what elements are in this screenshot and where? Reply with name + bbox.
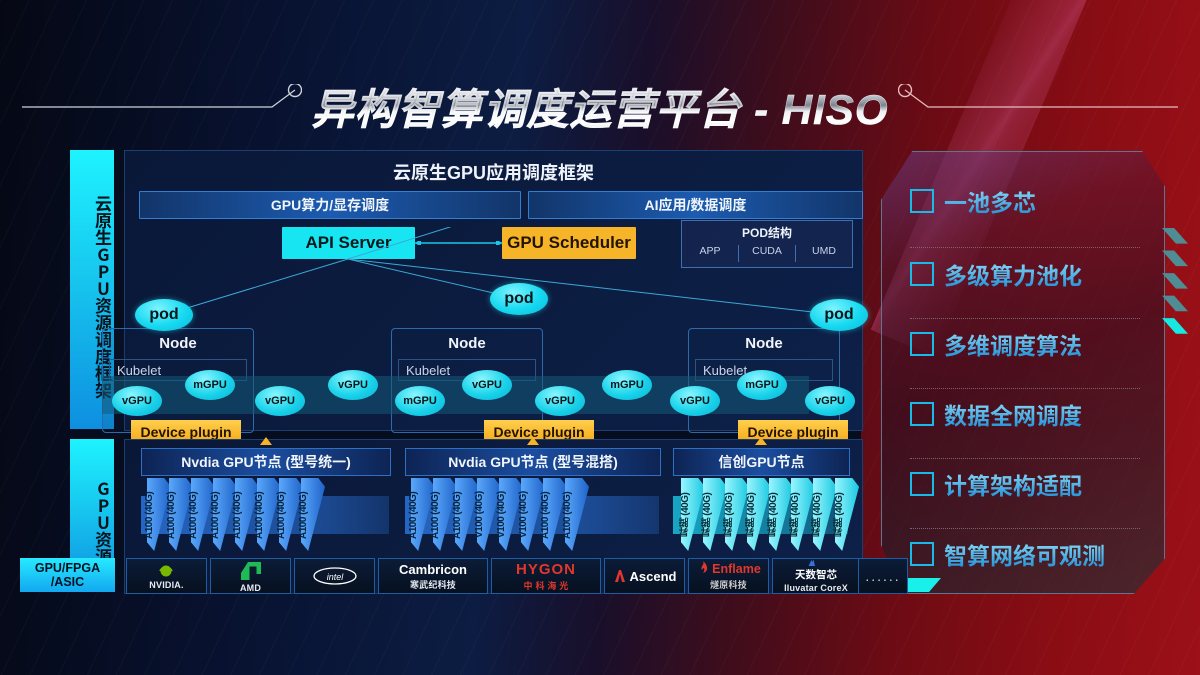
svg-text:intel: intel bbox=[326, 572, 344, 582]
